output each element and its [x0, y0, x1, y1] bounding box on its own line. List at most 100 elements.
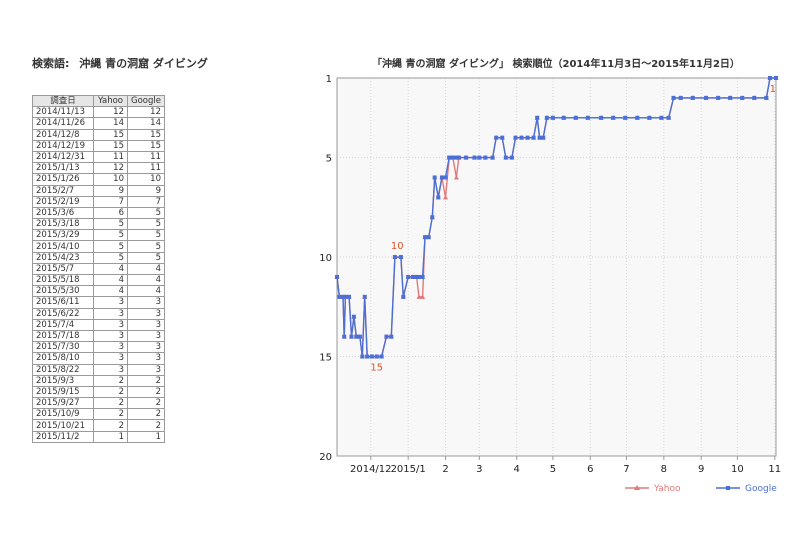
cell-google: 15 — [127, 139, 165, 152]
data-point-google — [716, 95, 721, 100]
data-point-google — [678, 95, 683, 100]
data-point-google — [337, 294, 342, 299]
table-row: 2014/12/31 11 11 — [32, 150, 165, 164]
data-point-yahoo — [420, 294, 426, 299]
table-row: 2014/12/8 15 15 — [32, 128, 165, 141]
x-tick-label: 2 — [442, 464, 448, 475]
cell-yahoo: 6 — [93, 206, 128, 220]
data-point-google — [439, 175, 444, 180]
table-row: 2015/4/10 5 5 — [32, 240, 165, 253]
chart-title: 「沖縄 青の洞窟 ダイビング」 検索順位（2014年11月3日～2015年11月… — [372, 59, 740, 70]
data-point-google — [531, 135, 536, 140]
cell-google: 7 — [127, 195, 165, 208]
legend-marker-yahoo — [634, 485, 640, 490]
table-row: 2015/2/19 7 7 — [32, 195, 165, 208]
data-point-google — [599, 115, 604, 120]
data-point-google — [561, 115, 566, 120]
table-row: 2015/8/10 3 3 — [32, 352, 165, 365]
data-point-google — [464, 155, 469, 160]
data-point-google — [354, 334, 359, 339]
x-tick-label: 11 — [768, 464, 781, 475]
table-row: 2015/3/6 6 5 — [32, 206, 165, 220]
cell-google: 14 — [127, 117, 165, 130]
data-point-google — [764, 95, 769, 100]
data-point-google — [490, 155, 495, 160]
table-row: 2015/5/7 4 4 — [32, 262, 165, 276]
table-row: 2015/10/21 2 2 — [32, 419, 165, 432]
data-point-google — [550, 115, 555, 120]
data-point-google — [384, 334, 389, 339]
cell-yahoo: 7 — [93, 195, 128, 208]
table-row: 2015/2/7 9 9 — [32, 184, 165, 197]
data-point-google — [525, 135, 530, 140]
data-point-google — [659, 115, 664, 120]
data-point-google — [426, 235, 431, 240]
table-body: 2014/11/13 12 12 2014/11/26 14 14 2014/12/8 15 1… — [32, 106, 165, 443]
legend-marker-google — [726, 486, 730, 490]
data-point-google — [477, 155, 482, 160]
cell-yahoo: 12 — [93, 106, 128, 119]
data-point-google — [690, 95, 695, 100]
rank-table: 調査日 Yahoo Google 2014/11/13 12 12 2014/11/2… — [32, 94, 165, 443]
data-point-google — [351, 314, 356, 319]
legend-label-google: Google — [745, 484, 777, 494]
x-tick-label: 4 — [514, 464, 520, 475]
data-point-google — [519, 135, 524, 140]
table-row: 2015/9/3 2 2 — [32, 374, 165, 387]
data-point-google — [537, 135, 542, 140]
data-point-google — [500, 135, 505, 140]
table-row: 2015/10/9 2 2 — [32, 408, 165, 421]
cell-google: 11 — [127, 162, 165, 175]
cell-google: 15 — [127, 128, 165, 141]
cell-yahoo: 14 — [93, 117, 128, 130]
data-point-yahoo — [416, 294, 422, 299]
table-row: 2015/1/13 12 11 — [32, 162, 165, 175]
cell-google: 5 — [127, 206, 165, 220]
x-tick-label: 2015/1 — [391, 464, 426, 475]
data-point-google — [494, 135, 499, 140]
table-header-row: 調査日 Yahoo Google — [32, 94, 165, 108]
data-point-google — [341, 294, 346, 299]
x-tick-label: 9 — [698, 464, 704, 475]
data-point-google — [647, 115, 652, 120]
annotation-label: 1 — [770, 84, 776, 95]
y-tick-label: 5 — [326, 154, 332, 165]
annotation-label: 10 — [391, 241, 404, 252]
cell-yahoo: 1 — [93, 430, 128, 443]
data-point-google — [374, 354, 379, 359]
data-point-google — [454, 155, 459, 160]
data-point-google — [541, 135, 546, 140]
data-point-google — [472, 155, 477, 160]
cell-google: 1 — [127, 430, 165, 443]
x-tick-label: 8 — [661, 464, 667, 475]
cell-google: 3 — [127, 296, 165, 309]
cell-google: 9 — [127, 184, 165, 197]
x-tick-label: 5 — [550, 464, 556, 475]
data-point-google — [535, 115, 540, 120]
data-point-google — [443, 175, 448, 180]
data-point-google — [447, 155, 452, 160]
legend-label-yahoo: Yahoo — [653, 484, 681, 494]
data-point-google — [456, 155, 461, 160]
cell-google: 10 — [127, 173, 165, 186]
data-point-google — [635, 115, 640, 120]
data-point-google — [365, 354, 370, 359]
data-point-google — [544, 115, 549, 120]
data-point-google — [414, 274, 419, 279]
data-point-google — [347, 294, 352, 299]
cell-yahoo: 9 — [93, 184, 128, 197]
cell-yahoo: 15 — [93, 139, 128, 152]
data-point-google — [379, 354, 384, 359]
data-point-google — [360, 354, 365, 359]
y-tick-label: 10 — [319, 253, 332, 264]
data-point-google — [401, 294, 406, 299]
x-tick-label: 10 — [731, 464, 744, 475]
data-point-google — [432, 175, 437, 180]
data-point-google — [406, 274, 411, 279]
data-point-google — [392, 255, 397, 260]
plot-area — [337, 78, 776, 456]
data-point-google — [430, 215, 435, 220]
x-tick-label: 7 — [623, 464, 629, 475]
keyword-heading: 検索語: 沖縄 青の洞窟 ダイビング — [32, 55, 208, 71]
cell-google: 11 — [127, 150, 165, 164]
